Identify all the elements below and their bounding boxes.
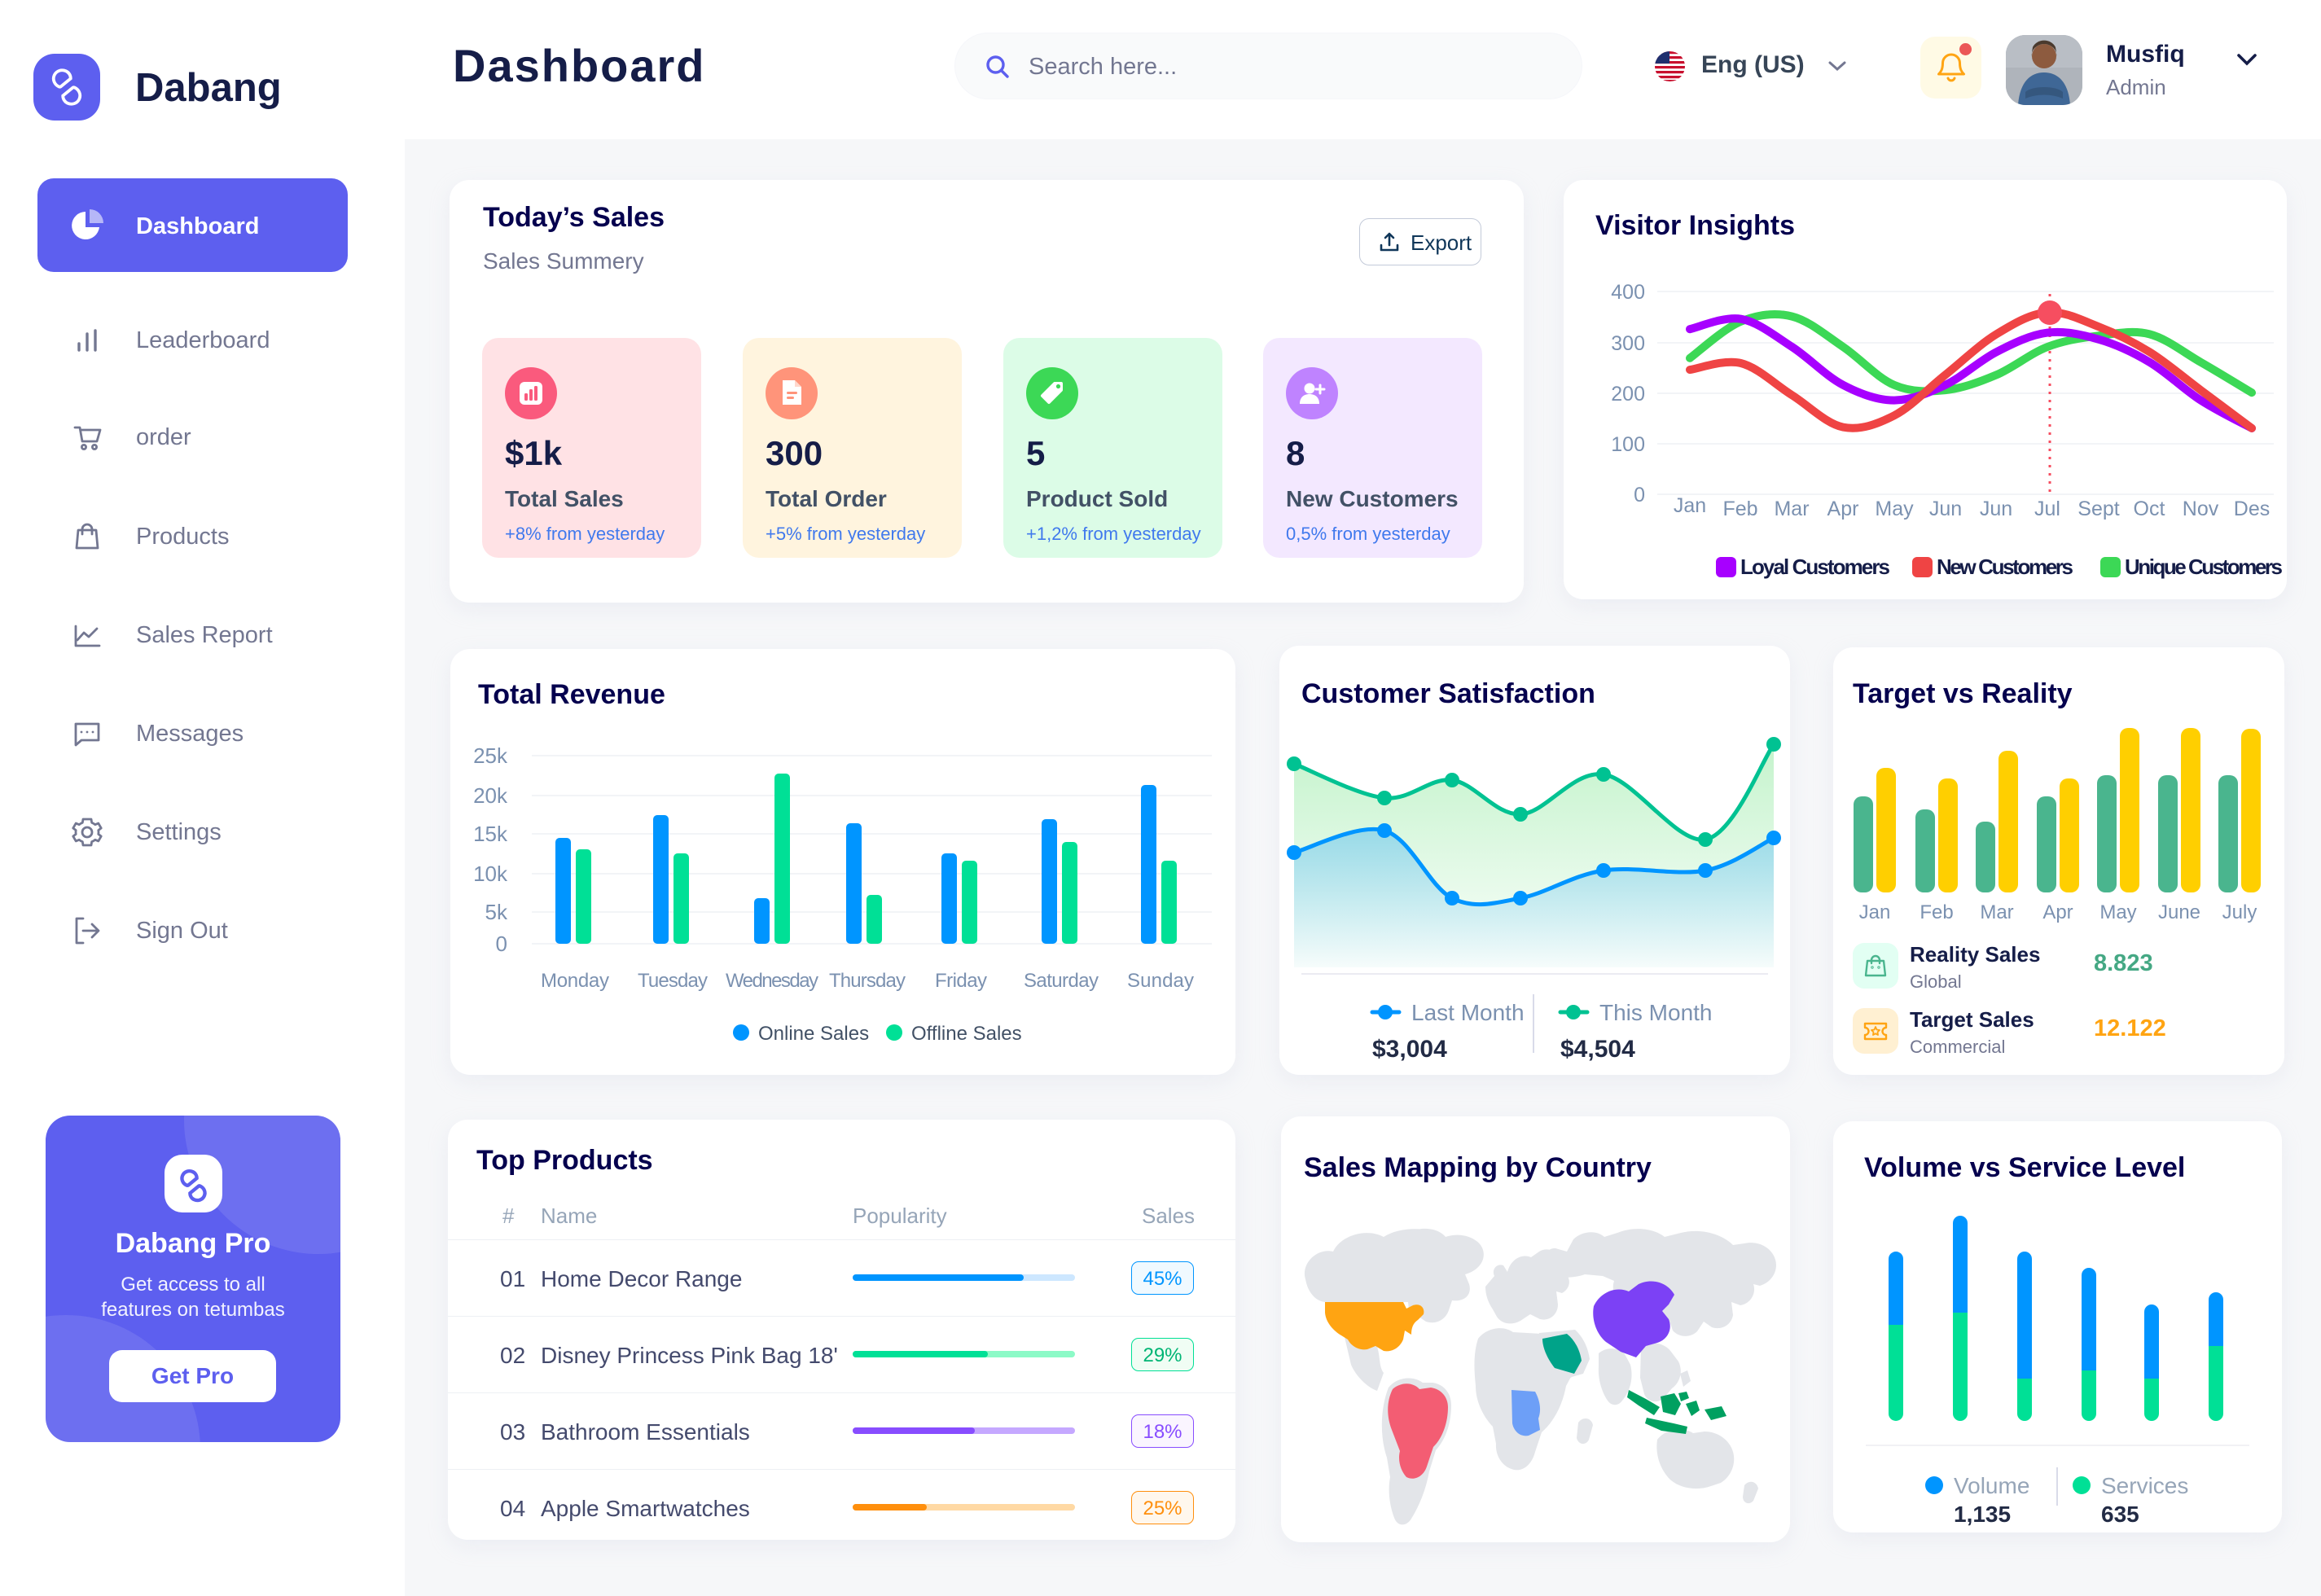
svg-text:10k: 10k: [473, 862, 508, 886]
svg-text:May: May: [2099, 901, 2136, 923]
svg-text:200: 200: [1611, 383, 1645, 406]
svg-text:Jul: Jul: [2034, 498, 2060, 520]
svg-text:Jan: Jan: [1674, 494, 1706, 517]
svg-text:May: May: [1875, 498, 1914, 520]
svg-text:Jun: Jun: [1980, 498, 2012, 520]
svg-text:Loyal Customers: Loyal Customers: [1740, 555, 1890, 579]
svg-text:Des: Des: [2234, 498, 2270, 520]
svg-text:Wednesday: Wednesday: [726, 970, 818, 992]
svg-text:Nov: Nov: [2183, 498, 2219, 520]
svg-text:15k: 15k: [473, 822, 508, 846]
svg-text:Unique Customers: Unique Customers: [2125, 555, 2283, 579]
svg-text:635: 635: [2101, 1502, 2139, 1527]
svg-text:Monday: Monday: [541, 970, 609, 992]
svg-text:Oct: Oct: [2134, 498, 2165, 520]
svg-text:Saturday: Saturday: [1024, 970, 1099, 992]
svg-text:0: 0: [1634, 484, 1645, 506]
svg-text:June: June: [2158, 901, 2200, 923]
svg-text:100: 100: [1611, 433, 1645, 456]
svg-text:Tuesday: Tuesday: [638, 970, 708, 992]
svg-text:Mar: Mar: [1980, 901, 2013, 923]
svg-text:Mar: Mar: [1774, 498, 1809, 520]
svg-text:Sunday: Sunday: [1127, 970, 1194, 992]
svg-text:Jan: Jan: [1859, 901, 1891, 923]
svg-text:25k: 25k: [473, 743, 508, 768]
svg-text:0: 0: [496, 932, 507, 956]
svg-text:New Customers: New Customers: [1937, 555, 2073, 579]
svg-text:300: 300: [1611, 332, 1645, 355]
svg-text:Apr: Apr: [2042, 901, 2073, 923]
svg-text:Offline Sales: Offline Sales: [911, 1023, 1022, 1045]
svg-text:Jun: Jun: [1929, 498, 1962, 520]
svg-text:Feb: Feb: [1722, 498, 1757, 520]
svg-text:Volume: Volume: [1954, 1473, 2029, 1498]
svg-text:Apr: Apr: [1827, 498, 1859, 520]
svg-text:Thursday: Thursday: [829, 970, 906, 992]
svg-text:July: July: [2222, 901, 2257, 923]
svg-text:Last Month: Last Month: [1411, 1000, 1525, 1025]
svg-text:Sept: Sept: [2077, 498, 2119, 520]
svg-text:$4,504: $4,504: [1560, 1036, 1635, 1063]
svg-text:1,135: 1,135: [1954, 1502, 2011, 1527]
svg-text:Friday: Friday: [935, 970, 987, 992]
svg-text:400: 400: [1611, 281, 1645, 304]
svg-text:$3,004: $3,004: [1372, 1036, 1447, 1063]
svg-text:5k: 5k: [485, 900, 508, 924]
svg-text:20k: 20k: [473, 783, 508, 808]
svg-text:Services: Services: [2101, 1473, 2188, 1498]
svg-text:This Month: This Month: [1599, 1000, 1713, 1025]
svg-text:Feb: Feb: [1920, 901, 1953, 923]
svg-text:Online Sales: Online Sales: [758, 1023, 869, 1045]
